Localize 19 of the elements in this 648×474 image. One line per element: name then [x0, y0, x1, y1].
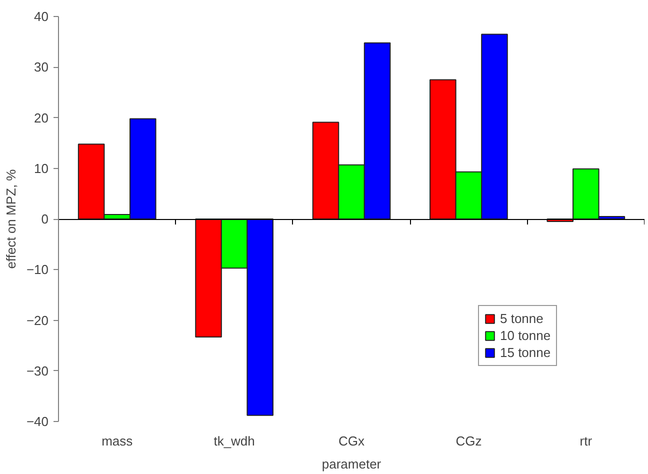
y-tick-label: −40 — [26, 414, 49, 429]
x-tick-label: CGz — [456, 434, 482, 448]
y-tick-label: −30 — [26, 363, 49, 378]
legend-label: 5 tonne — [500, 311, 544, 326]
y-tick-label: −20 — [26, 312, 49, 328]
y-tick-label: 20 — [34, 110, 49, 126]
y-axis-title: effect on MPZ, % — [3, 168, 18, 269]
x-axis-title: parameter — [322, 456, 382, 472]
legend-label: 10 tonne — [500, 328, 551, 343]
x-tick-label: mass — [102, 434, 134, 448]
x-tick-label: tk_wdh — [214, 434, 255, 448]
y-tick-label: 10 — [34, 160, 49, 176]
x-tick-label: rtr — [580, 434, 593, 448]
legend-label: 15 tonne — [500, 345, 551, 360]
y-tick-label: −10 — [26, 262, 49, 278]
y-tick-label: 30 — [34, 60, 49, 75]
y-tick-label: 40 — [34, 9, 49, 24]
x-tick-label: CGx — [338, 434, 365, 448]
y-tick-label: 0 — [41, 212, 49, 226]
